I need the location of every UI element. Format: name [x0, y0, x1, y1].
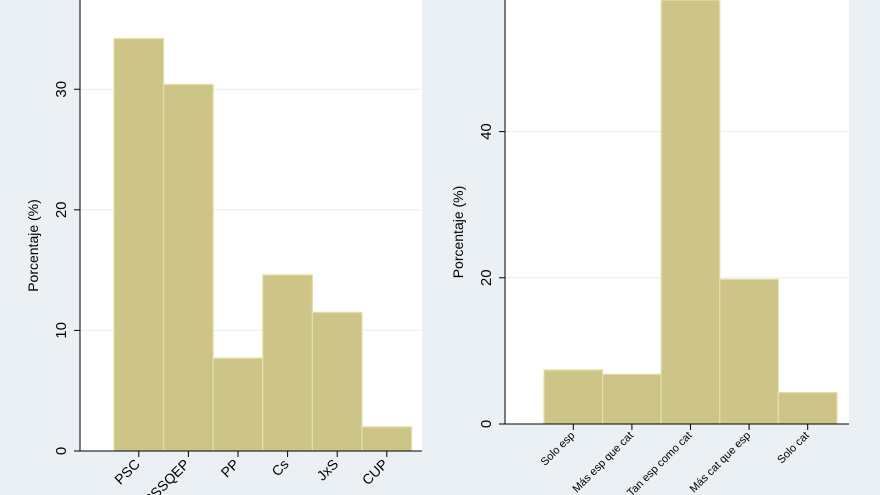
right-x-tick-label: Solo esp — [539, 430, 578, 469]
right-y-axis-label: Porcentaje (%) — [450, 186, 466, 279]
right-bar-3 — [719, 278, 779, 425]
right-bar-1 — [602, 373, 662, 425]
left-x-tick-label: Cs — [268, 456, 291, 479]
left-y-tick-label: 0 — [53, 447, 70, 455]
left-y-tick-label: 10 — [53, 322, 70, 339]
left-x-tick-label: PP — [218, 456, 243, 481]
right-y-tick-label: 40 — [478, 123, 495, 140]
right-x-tick-label: Más cat que esp — [688, 430, 754, 495]
right-bar-4 — [777, 391, 838, 425]
left-y-tick-label: 30 — [53, 81, 70, 98]
left-bar-1 — [163, 83, 214, 452]
right-y-tick-label: 20 — [478, 269, 495, 286]
left-y-axis-label: Porcentaje (%) — [25, 199, 41, 292]
left-bar-4 — [311, 311, 363, 452]
left-x-tick-label: CUP — [359, 456, 391, 488]
right-x-tick-label: Más esp que cat — [570, 430, 636, 495]
left-bar-5 — [361, 426, 413, 452]
left-bar-0 — [113, 37, 165, 452]
right-x-tick-label: Solo cat — [775, 430, 812, 467]
right-chart-panel: 0 20 40 Porcentaje (%) Solo esp Más esp que c… — [440, 0, 880, 495]
left-x-tick-label: CSSQEP — [140, 456, 193, 495]
left-chart-panel: 0 10 20 30 Porcentaje (%) PSC CSSQEP PP Cs JxS CUP — [25, 0, 422, 495]
left-x-tick-label: JxS — [314, 456, 342, 484]
right-bar-2 — [660, 0, 721, 425]
right-x-tick-label: Tan esp como cat — [625, 430, 694, 495]
right-bar-0 — [543, 369, 604, 425]
right-y-tick-label: 0 — [478, 420, 495, 428]
left-y-tick-label: 20 — [53, 201, 70, 218]
left-x-tick-label: PSC — [111, 456, 143, 488]
left-bar-3 — [262, 274, 313, 452]
left-bar-2 — [212, 357, 264, 452]
